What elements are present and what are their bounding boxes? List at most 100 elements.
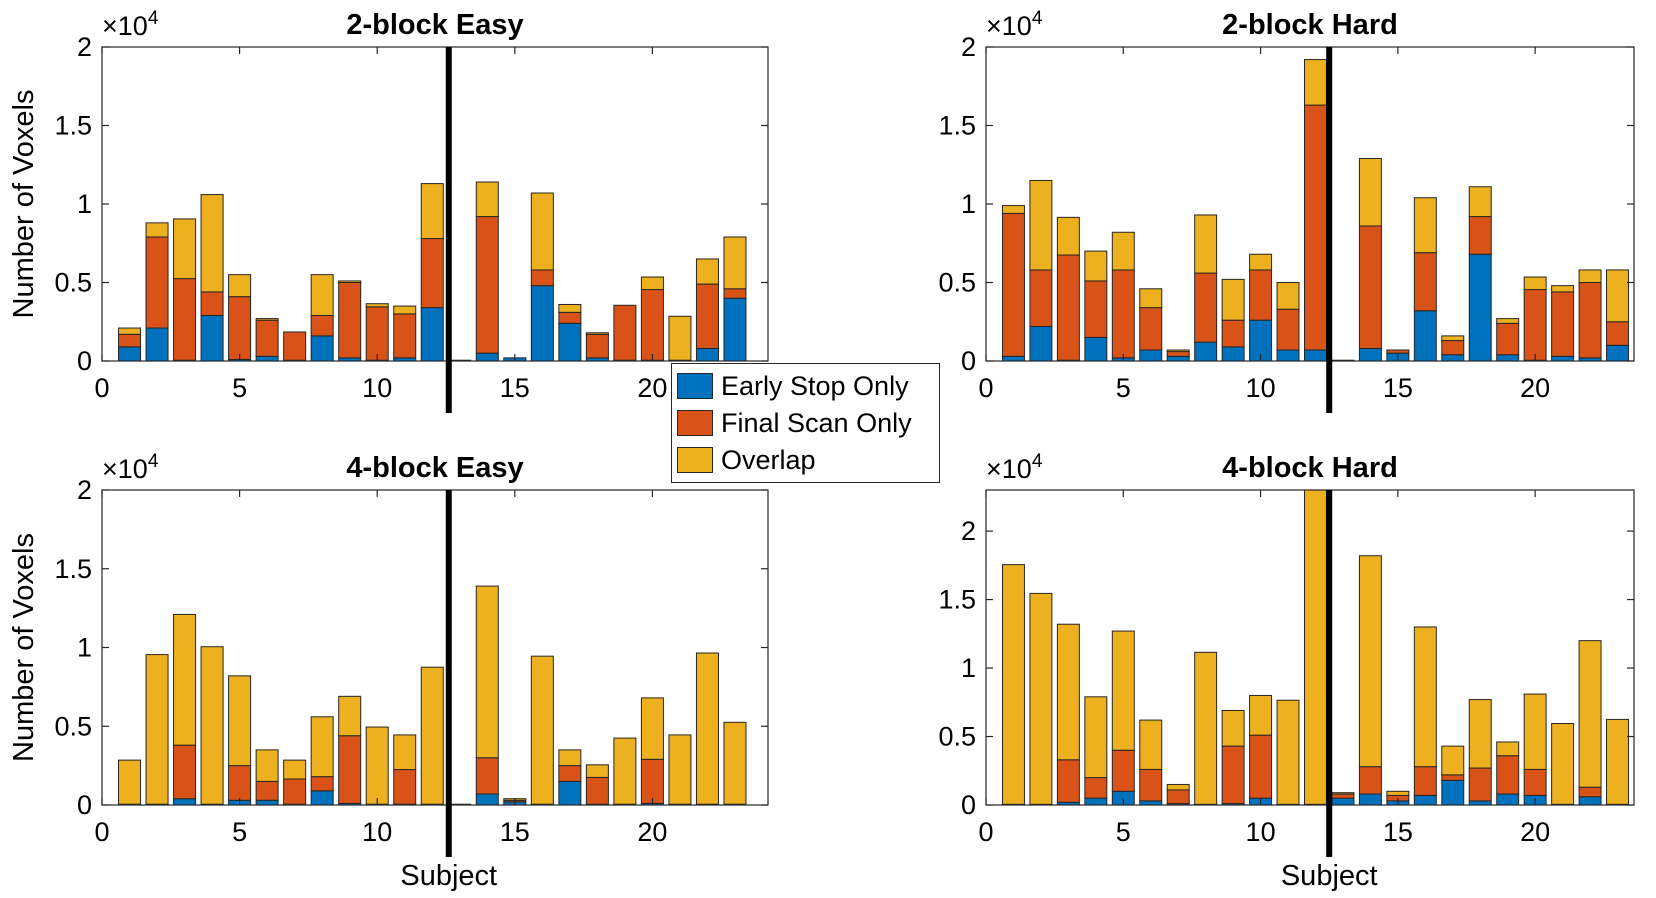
bar-final-scan-only-subject-1 [118,333,142,348]
bar-overlap-subject-22 [695,652,719,805]
bar-overlap-subject-3 [1056,623,1080,761]
bar-early-stop-only-subject-23 [723,297,747,362]
bar-overlap-subject-11 [1276,699,1300,805]
x-tick-label: 5 [1116,817,1131,847]
bar-overlap-subject-21 [668,315,692,361]
bar-early-stop-only-subject-18 [1468,253,1492,362]
bar-early-stop-only-subject-9 [1221,346,1245,362]
y-tick-label: 0.5 [938,722,976,752]
bar-final-scan-only-subject-6 [1139,307,1163,351]
y-tick-label: 0.5 [54,711,92,741]
bar-final-scan-only-subject-8 [1194,272,1218,343]
x-tick-label: 20 [637,373,667,403]
bar-final-scan-only-subject-9 [338,735,362,804]
y-tick-label: 0.5 [54,268,92,298]
chart-title: 2-block Easy [346,9,523,41]
bar-overlap-subject-17 [558,749,582,767]
bar-overlap-subject-8 [1194,651,1218,805]
y-tick-label: 2 [961,32,976,62]
bar-overlap-subject-11 [1276,282,1300,310]
chart-title: 4-block Easy [346,452,523,484]
bar-overlap-subject-17 [558,303,582,313]
bar-early-stop-only-subject-22 [1578,796,1602,806]
bar-final-scan-only-subject-4 [1084,280,1108,338]
bar-overlap-subject-20 [1523,693,1547,770]
bar-early-stop-only-subject-4 [200,314,224,362]
bar-overlap-subject-23 [1606,718,1630,805]
chart-panel-4: 0 5 10 15 20 0 0.5 1 1.5 2 ×104 4-block Hard Subject [938,451,1635,892]
bar-early-stop-only-subject-19 [1496,354,1520,362]
chart-panel-1: 0 5 10 15 20 0 0.5 1 1.5 2 ×104 2-block Easy Number … [8,8,769,413]
bar-early-stop-only-subject-8 [310,335,334,362]
bar-overlap-subject-2 [1029,179,1053,271]
bar-overlap-subject-6 [1139,719,1163,770]
bar-overlap-subject-18 [585,332,609,335]
bar-final-scan-only-subject-6 [1139,768,1163,802]
bar-overlap-subject-18 [1468,186,1492,218]
bar-final-scan-only-subject-11 [1276,308,1300,351]
bar-final-scan-only-subject-8 [310,776,334,792]
y-tick-label: 1 [961,189,976,219]
legend-swatch-overlap [677,447,713,473]
bar-final-scan-only-subject-9 [1221,319,1245,348]
x-tick-label: 10 [1246,373,1276,403]
bar-final-scan-only-subject-14 [1358,225,1382,349]
bar-final-scan-only-subject-14 [475,216,499,354]
bar-final-scan-only-subject-11 [393,769,417,805]
bar-overlap-subject-19 [1496,318,1520,324]
bar-early-stop-only-subject-6 [255,355,279,362]
bar-early-stop-only-subject-4 [1084,336,1108,362]
bar-final-scan-only-subject-21 [1551,291,1575,357]
y-tick-label: 1 [961,653,976,683]
bar-overlap-subject-16 [530,655,554,805]
legend-swatch-final [677,410,713,436]
bar-early-stop-only-subject-14 [475,352,499,362]
bar-overlap-subject-19 [1496,741,1520,757]
bar-early-stop-only-subject-23 [1606,344,1630,362]
bar-early-stop-only-subject-2 [1029,325,1053,362]
bar-final-scan-only-subject-5 [228,765,252,801]
bar-final-scan-only-subject-19 [1496,322,1520,356]
bar-overlap-subject-19 [613,737,637,805]
bar-overlap-subject-9 [338,280,362,283]
legend-item-early: Early Stop Only [677,369,909,403]
bar-final-scan-only-subject-12 [420,238,444,309]
bar-overlap-subject-10 [365,726,389,805]
bar-final-scan-only-subject-22 [695,283,719,349]
bar-overlap-subject-2 [1029,592,1053,805]
bar-final-scan-only-subject-18 [1468,216,1492,255]
bar-overlap-subject-3 [1056,216,1080,256]
bar-early-stop-only-subject-14 [1358,347,1382,362]
bar-final-scan-only-subject-11 [393,313,417,359]
bar-early-stop-only-subject-17 [1441,354,1465,362]
x-tick-label: 15 [1383,373,1413,403]
bar-final-scan-only-subject-5 [228,296,252,360]
bar-final-scan-only-subject-8 [310,314,334,337]
bar-early-stop-only-subject-6 [255,799,279,806]
bar-early-stop-only-subject-12 [420,307,444,362]
bar-overlap-subject-8 [1194,214,1218,274]
bar-overlap-subject-5 [228,675,252,767]
bar-early-stop-only-subject-17 [1441,779,1465,806]
bar-final-scan-only-subject-10 [1249,269,1273,321]
bar-final-scan-only-subject-22 [1578,282,1602,359]
bar-final-scan-only-subject-9 [1221,745,1245,805]
x-tick-label: 5 [1116,373,1131,403]
y-tick-label: 1.5 [54,111,92,141]
x-axis-label: Subject [400,860,497,892]
legend-label-early: Early Stop Only [721,370,909,401]
bar-overlap-subject-23 [1606,269,1630,323]
bar-overlap-subject-6 [1139,288,1163,309]
bar-overlap-subject-14 [475,181,499,218]
bar-early-stop-only-subject-22 [695,347,719,362]
bar-overlap-subject-16 [530,192,554,271]
bar-overlap-subject-15 [1386,790,1410,796]
bar-final-scan-only-subject-14 [1358,766,1382,795]
bar-final-scan-only-subject-6 [255,780,279,801]
bar-overlap-subject-5 [228,274,252,298]
bar-final-scan-only-subject-9 [338,282,362,359]
bar-overlap-subject-4 [1084,250,1108,282]
bar-final-scan-only-subject-6 [255,319,279,357]
x-tick-label: 15 [1383,817,1413,847]
bar-early-stop-only-subject-2 [145,327,169,362]
